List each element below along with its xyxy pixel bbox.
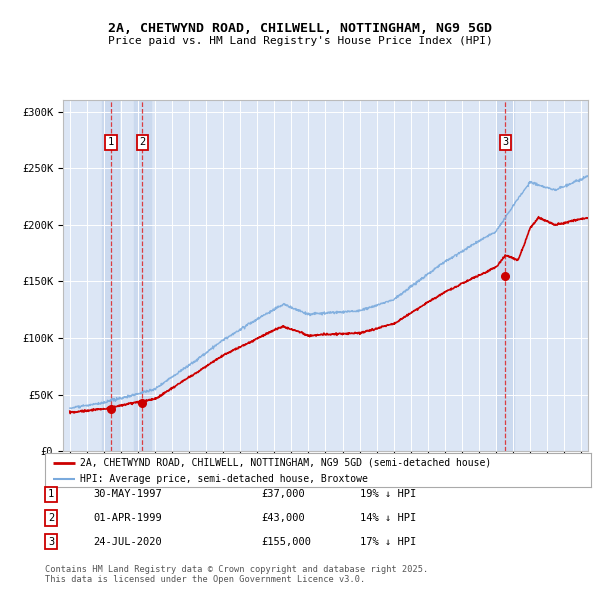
Text: 2: 2	[139, 137, 145, 148]
Text: 1: 1	[48, 490, 54, 499]
Text: 14% ↓ HPI: 14% ↓ HPI	[360, 513, 416, 523]
Text: 2A, CHETWYND ROAD, CHILWELL, NOTTINGHAM, NG9 5GD (semi-detached house): 2A, CHETWYND ROAD, CHILWELL, NOTTINGHAM,…	[80, 457, 492, 467]
Bar	[497, 100, 514, 451]
Text: 17% ↓ HPI: 17% ↓ HPI	[360, 537, 416, 546]
Bar	[103, 100, 119, 451]
Text: 2: 2	[48, 513, 54, 523]
Text: 1: 1	[108, 137, 114, 148]
Text: 01-APR-1999: 01-APR-1999	[93, 513, 162, 523]
Text: HPI: Average price, semi-detached house, Broxtowe: HPI: Average price, semi-detached house,…	[80, 474, 368, 484]
Text: Price paid vs. HM Land Registry's House Price Index (HPI): Price paid vs. HM Land Registry's House …	[107, 37, 493, 46]
Text: Contains HM Land Registry data © Crown copyright and database right 2025.
This d: Contains HM Land Registry data © Crown c…	[45, 565, 428, 584]
Text: 30-MAY-1997: 30-MAY-1997	[93, 490, 162, 499]
Text: 2A, CHETWYND ROAD, CHILWELL, NOTTINGHAM, NG9 5GD: 2A, CHETWYND ROAD, CHILWELL, NOTTINGHAM,…	[108, 22, 492, 35]
Text: £155,000: £155,000	[261, 537, 311, 546]
Text: £43,000: £43,000	[261, 513, 305, 523]
Text: £37,000: £37,000	[261, 490, 305, 499]
Text: 24-JUL-2020: 24-JUL-2020	[93, 537, 162, 546]
Text: 3: 3	[48, 537, 54, 546]
Text: 3: 3	[502, 137, 509, 148]
Bar	[134, 100, 151, 451]
Text: 19% ↓ HPI: 19% ↓ HPI	[360, 490, 416, 499]
